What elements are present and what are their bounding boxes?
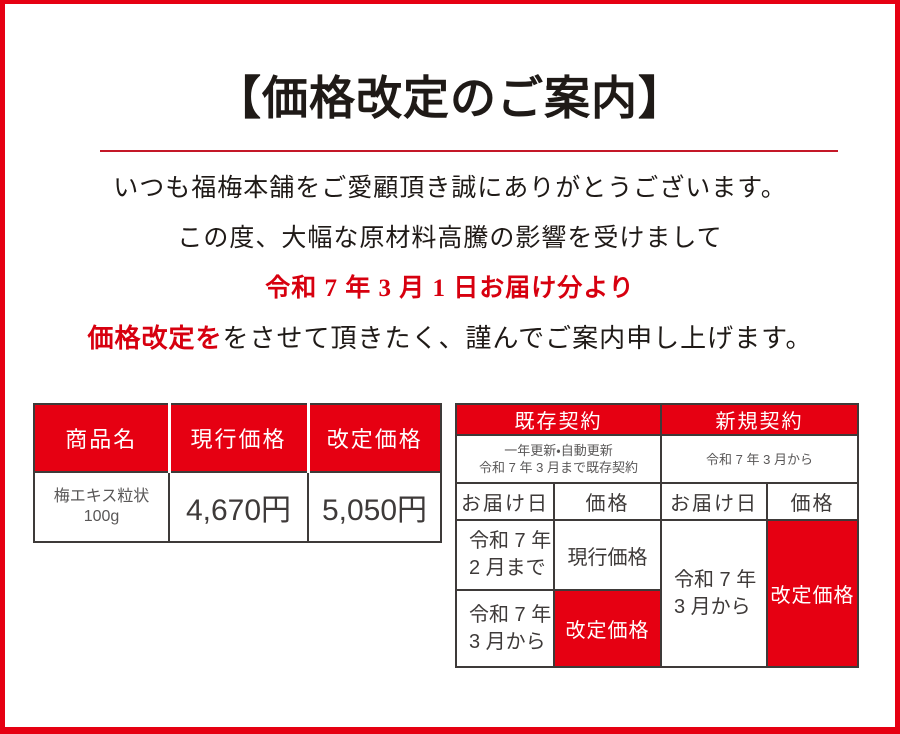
current-price-cell: 4,670円: [168, 471, 309, 543]
revised-price-cell: 5,050円: [307, 471, 442, 543]
current-price-value: 4,670: [185, 494, 262, 527]
existing-row2-date-line1: 令和 7 年: [469, 603, 552, 626]
product-name-line2: 100g: [83, 508, 120, 525]
greeting-line: いつも福梅本舗をご愛顧頂き誠にありがとうございます。: [113, 175, 787, 202]
revised-price-value: 5,050: [321, 494, 398, 527]
existing-subnote-line2: 令和 7 年 3 月まで既存契約: [479, 460, 638, 475]
new-contract-header: 新規契約: [660, 403, 859, 436]
contract-body-row-2: 令和 7 年 3 月から 改定価格: [455, 589, 858, 668]
announcement-rest: をさせて頂きたく、謹んでご案内申し上げます。: [222, 324, 813, 353]
existing-contract-header: 既存契約: [455, 403, 662, 436]
page-title: 【価格改定のご案内】: [215, 73, 685, 124]
title-underline: [100, 150, 838, 152]
new-contract-subnote: 令和 7 年 3 月から: [660, 434, 859, 484]
existing-row2-price-cell: 改定価格: [553, 589, 662, 668]
new-delivery-header: お届け日: [660, 482, 768, 521]
product-price-table: 商品名 現行価格 改定価格 梅エキス粒状 100g 4,670円 5,050円: [33, 403, 442, 543]
current-price-header: 現行価格: [167, 403, 309, 473]
effective-date-line: 令和 7 年 3 月 1 日お届け分より: [265, 275, 635, 302]
existing-price-header: 価格: [553, 482, 662, 521]
existing-row1-price-cell: 現行価格: [553, 519, 662, 591]
existing-row2-date-line2: 3 月から: [469, 630, 546, 653]
existing-row2-date-cell: 令和 7 年 3 月から: [455, 589, 555, 668]
announcement-line: 価格改定ををさせて頂きたく、謹んでご案内申し上げます。: [5, 324, 895, 354]
contract-body-row-1: 令和 7 年 2 月まで 現行価格 令和 7 年 3 月から 改定価格: [455, 519, 859, 668]
price-revision-highlight: 価格改定を: [87, 324, 223, 353]
product-table-data-row: 梅エキス粒状 100g 4,670円 5,050円: [33, 471, 442, 543]
new-price-header: 価格: [766, 482, 859, 521]
existing-contract-subnote: 一年更新・自動更新 令和 7 年 3 月まで既存契約: [455, 434, 662, 484]
revised-price-header: 改定価格: [306, 403, 442, 473]
new-contract-date-cell: 令和 7 年 3 月から: [660, 519, 768, 668]
product-name-header: 商品名: [33, 403, 170, 473]
existing-row1-date-line2: 2 月まで: [469, 557, 546, 579]
existing-delivery-header: お届け日: [455, 482, 555, 521]
product-name-line1: 梅エキス粒状: [53, 488, 150, 505]
existing-subnote-line1: 一年更新・自動更新: [504, 443, 613, 458]
new-contract-price-cell: 改定価格: [766, 519, 859, 668]
reason-line: この度、大幅な原材料高騰の影響を受けまして: [177, 225, 723, 252]
existing-row1-date-line1: 令和 7 年: [469, 530, 552, 552]
contract-subheader-row: 一年更新・自動更新 令和 7 年 3 月まで既存契約 令和 7 年 3 月から: [455, 434, 859, 484]
intro-text: いつも福梅本舗をご愛顧頂き誠にありがとうございます。 この度、大幅な原材料高騰の…: [5, 174, 895, 374]
product-name-cell: 梅エキス粒状 100g: [33, 471, 170, 543]
current-price-unit: 円: [261, 494, 292, 527]
product-table-header-row: 商品名 現行価格 改定価格: [33, 403, 442, 473]
new-date-line2: 3 月から: [674, 595, 751, 618]
new-date-line1: 令和 7 年: [674, 568, 757, 591]
contract-header-row: 既存契約 新規契約: [455, 403, 859, 436]
existing-row1-date-cell: 令和 7 年 2 月まで: [455, 519, 555, 591]
contract-schedule-table: 既存契約 新規契約 一年更新・自動更新 令和 7 年 3 月まで既存契約 令和 …: [455, 403, 859, 668]
revised-price-unit: 円: [397, 494, 428, 527]
contract-column-header-row: お届け日 価格 お届け日 価格: [455, 482, 859, 521]
